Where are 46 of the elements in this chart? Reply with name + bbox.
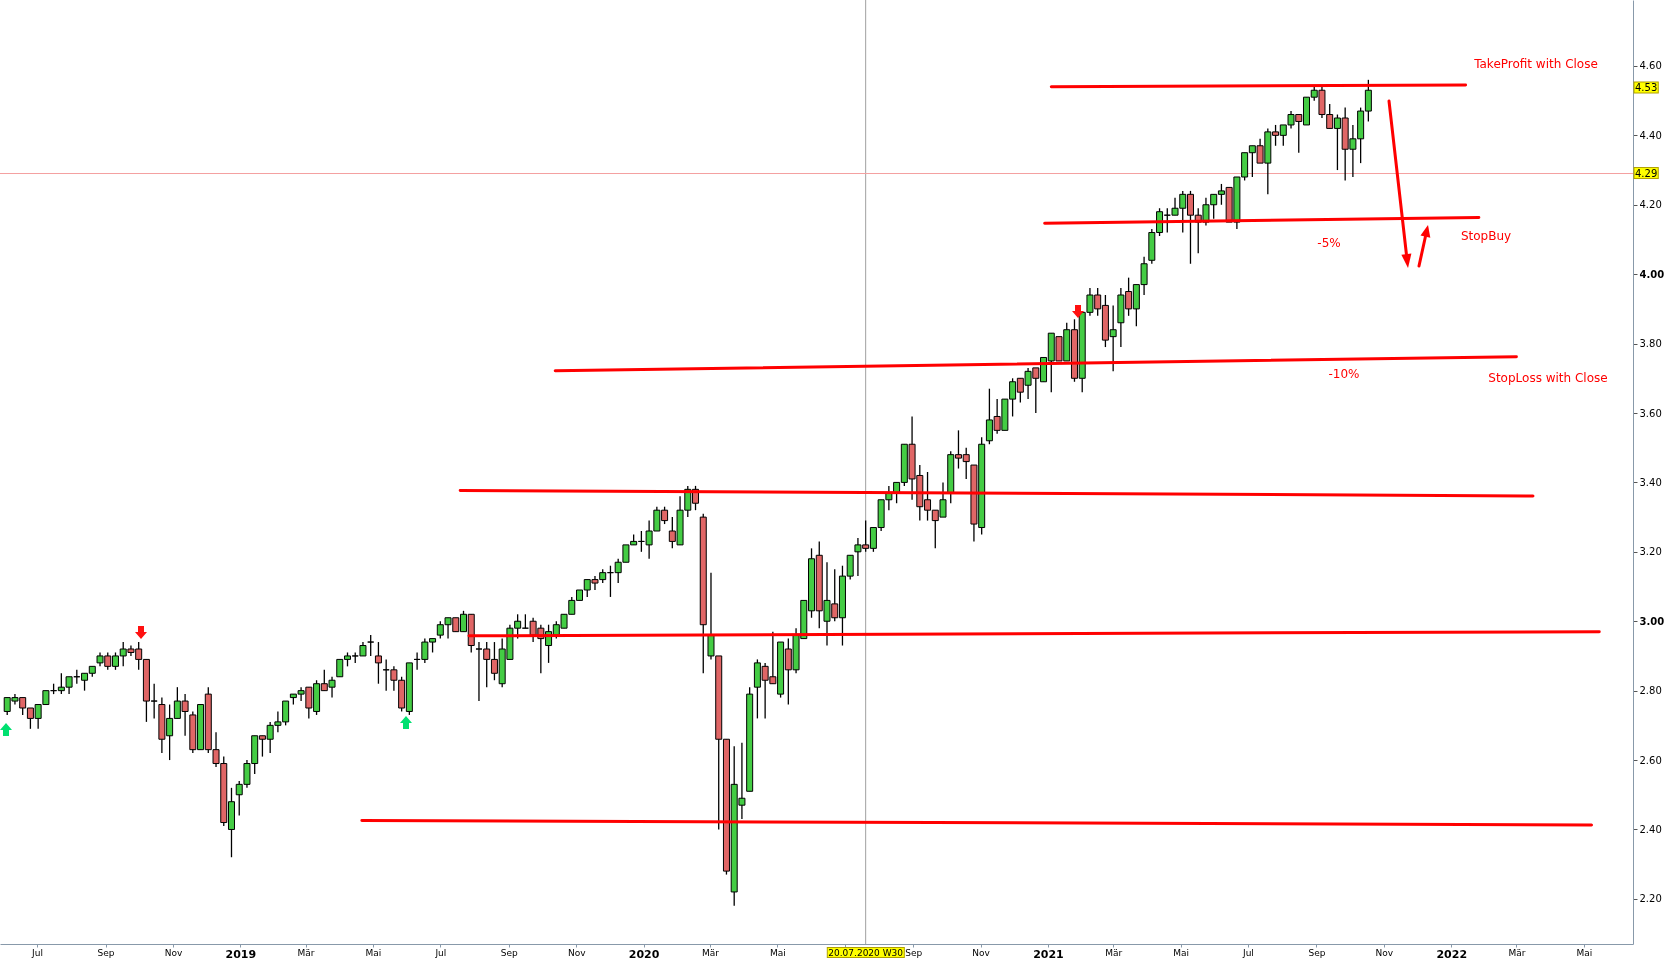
x-tick-label: Mär — [297, 947, 315, 958]
x-tick-label: Jul — [434, 947, 447, 958]
x-tick-label: Sep — [1308, 947, 1326, 958]
x-tick-label: 2022 — [1436, 947, 1468, 960]
x-tick-label: Sep — [905, 947, 923, 958]
x-tick-label: Mär — [1105, 947, 1123, 958]
x-tick-label: 2021 — [1033, 947, 1064, 960]
y-tick-label: 4.00 — [1639, 268, 1664, 280]
x-tick-label: Nov — [164, 947, 183, 958]
y-tick-label: 4.40 — [1639, 129, 1662, 141]
candlestick — [374, 641, 382, 685]
x-tick-label: Mai — [365, 947, 382, 958]
y-tick-label: 2.40 — [1639, 823, 1662, 835]
annotation: TakeProfit with Close — [1473, 56, 1598, 71]
y-tick-label: 2.60 — [1639, 754, 1662, 766]
x-tick-label: Mär — [701, 947, 720, 958]
annotation: -5% — [1317, 235, 1341, 250]
x-tick-label: Mai — [1173, 947, 1189, 958]
text: 4.53 — [1635, 82, 1658, 93]
x-tick-label: 2020 — [628, 947, 660, 960]
candlestick — [367, 634, 375, 657]
y-tick-label: 3.00 — [1639, 615, 1664, 627]
y-tick-label: 3.20 — [1639, 546, 1662, 558]
ref-line-label: 20.07.2020 W30 — [828, 947, 904, 958]
x-tick-label: Sep — [97, 947, 115, 958]
annotation: StopLoss with Close — [1488, 370, 1608, 385]
y-tick-label: 2.20 — [1639, 893, 1662, 905]
x-tick-label: 2019 — [225, 947, 257, 960]
x-tick-label: Nov — [1375, 947, 1394, 958]
x-tick-label: Nov — [567, 947, 587, 958]
y-tick-label: 4.20 — [1639, 199, 1662, 211]
x-tick-label: Sep — [500, 947, 519, 958]
x-tick-label: Mai — [1576, 947, 1593, 958]
y-tick-label: 3.60 — [1639, 407, 1662, 419]
x-tick-label: Jul — [31, 947, 43, 958]
y-tick-label: 3.40 — [1639, 476, 1662, 488]
x-tick-label: Mär — [1508, 947, 1526, 958]
annotation: StopBuy — [1460, 228, 1512, 243]
x-tick-label: Mai — [769, 947, 786, 958]
y-tick-label: 3.80 — [1639, 338, 1662, 350]
ref-line-label: 4.29 — [1635, 167, 1658, 179]
y-tick-label: 4.60 — [1639, 60, 1662, 72]
x-tick-label: Nov — [972, 947, 991, 958]
y-tick-label: 2.80 — [1639, 685, 1662, 697]
annotation: -10% — [1328, 366, 1360, 381]
x-tick-label: Jul — [1242, 947, 1254, 958]
